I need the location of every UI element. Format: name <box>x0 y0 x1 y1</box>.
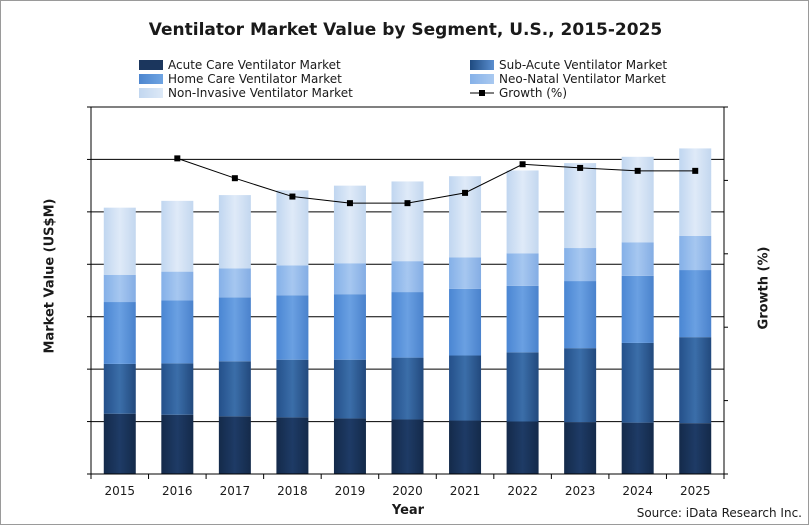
bar-segment-acute-care-ventilator-market-2025 <box>679 423 712 474</box>
axes <box>87 106 728 479</box>
bar-segment-acute-care-ventilator-market-2022 <box>506 421 539 474</box>
x-tick-label-2020: 2020 <box>392 484 423 498</box>
bar-segment-home-care-ventilator-market-2025 <box>679 270 712 338</box>
growth-line-path <box>177 157 696 204</box>
bar-segment-home-care-ventilator-market-2017 <box>218 297 251 362</box>
bar-segment-neo-natal-ventilator-market-2021 <box>449 257 482 289</box>
bar-segment-neo-natal-ventilator-market-2025 <box>679 235 712 271</box>
bar-segment-home-care-ventilator-market-2019 <box>333 294 366 360</box>
source-note: Source: iData Research Inc. <box>636 506 802 520</box>
bar-segment-non-invasive-ventilator-market-2021 <box>449 176 482 258</box>
legend-swatch-acute <box>139 60 163 70</box>
x-tick-label-2019: 2019 <box>335 484 366 498</box>
x-tick-label-2015: 2015 <box>104 484 135 498</box>
bar-segment-home-care-ventilator-market-2024 <box>621 275 654 343</box>
growth-line <box>174 155 699 207</box>
x-tick-label-2016: 2016 <box>162 484 193 498</box>
bar-segment-acute-care-ventilator-market-2024 <box>621 422 654 474</box>
legend-label-neo-natal: Neo-Natal Ventilator Market <box>499 72 666 86</box>
x-axis-label: Year <box>391 503 425 518</box>
legend-label-home-care: Home Care Ventilator Market <box>168 72 342 86</box>
legend-swatch-sub-acute <box>470 60 494 70</box>
x-tick-label-2021: 2021 <box>450 484 481 498</box>
bar-segment-sub-acute-ventilator-market-2021 <box>449 355 482 421</box>
bar-segment-sub-acute-ventilator-market-2022 <box>506 352 539 422</box>
bar-segment-home-care-ventilator-market-2015 <box>103 302 136 364</box>
x-tick-label-2023: 2023 <box>565 484 596 498</box>
bar-segment-neo-natal-ventilator-market-2022 <box>506 253 539 286</box>
bar-segment-acute-care-ventilator-market-2016 <box>161 414 194 474</box>
chart-title: Ventilator Market Value by Segment, U.S.… <box>148 20 663 40</box>
bar-segment-non-invasive-ventilator-market-2017 <box>218 195 251 269</box>
bar-segment-home-care-ventilator-market-2023 <box>564 281 597 349</box>
growth-marker-2023 <box>577 164 584 171</box>
legend-label-sub-acute: Sub-Acute Ventilator Market <box>499 58 668 72</box>
x-tick-label-2022: 2022 <box>507 484 538 498</box>
growth-marker-2022 <box>519 161 526 168</box>
x-tick-label-2025: 2025 <box>680 484 711 498</box>
bar-segment-acute-care-ventilator-market-2019 <box>333 418 366 474</box>
x-tick-label-2017: 2017 <box>220 484 251 498</box>
legend-label-non-invasive: Non-Invasive Ventilator Market <box>168 86 353 100</box>
bar-segment-non-invasive-ventilator-market-2022 <box>506 170 539 254</box>
bar-segment-non-invasive-ventilator-market-2018 <box>276 190 309 266</box>
bar-segment-neo-natal-ventilator-market-2016 <box>161 271 194 301</box>
bar-segment-neo-natal-ventilator-market-2023 <box>564 248 597 282</box>
bar-segment-sub-acute-ventilator-market-2024 <box>621 342 654 423</box>
bar-segment-home-care-ventilator-market-2021 <box>449 288 482 356</box>
bar-segment-sub-acute-ventilator-market-2015 <box>103 363 136 414</box>
bar-segment-neo-natal-ventilator-market-2015 <box>103 274 136 303</box>
bar-segment-non-invasive-ventilator-market-2016 <box>161 200 194 272</box>
growth-marker-2021 <box>462 189 469 196</box>
legend-swatch-growth <box>470 90 494 96</box>
growth-marker-2016 <box>174 155 181 162</box>
legend-label-acute: Acute Care Ventilator Market <box>168 58 341 72</box>
bar-segment-acute-care-ventilator-market-2023 <box>564 422 597 474</box>
legend-swatch-home-care <box>139 74 163 84</box>
x-tick-label-2024: 2024 <box>622 484 653 498</box>
bar-segment-home-care-ventilator-market-2020 <box>391 292 424 358</box>
bar-segment-neo-natal-ventilator-market-2017 <box>218 268 251 298</box>
bar-segment-neo-natal-ventilator-market-2024 <box>621 242 654 276</box>
bar-stacks <box>103 148 712 474</box>
bar-segment-non-invasive-ventilator-market-2015 <box>103 207 136 275</box>
bar-segment-non-invasive-ventilator-market-2025 <box>679 148 712 236</box>
growth-marker-2018 <box>289 193 296 200</box>
bar-segment-sub-acute-ventilator-market-2019 <box>333 359 366 419</box>
bar-segment-sub-acute-ventilator-market-2025 <box>679 337 712 424</box>
growth-marker-2017 <box>231 175 238 182</box>
bar-segment-acute-care-ventilator-market-2015 <box>103 413 136 474</box>
bar-segment-acute-care-ventilator-market-2018 <box>276 417 309 474</box>
bar-segment-home-care-ventilator-market-2018 <box>276 295 309 360</box>
bar-segment-sub-acute-ventilator-market-2016 <box>161 363 194 415</box>
bar-segment-neo-natal-ventilator-market-2019 <box>333 263 366 295</box>
bar-segment-home-care-ventilator-market-2016 <box>161 300 194 364</box>
bar-segment-sub-acute-ventilator-market-2020 <box>391 357 424 420</box>
bar-segment-acute-care-ventilator-market-2021 <box>449 420 482 474</box>
bar-segment-acute-care-ventilator-market-2020 <box>391 419 424 474</box>
bar-segment-non-invasive-ventilator-market-2020 <box>391 181 424 262</box>
legend-swatch-non-invasive <box>139 88 163 98</box>
growth-marker-2025 <box>692 167 699 174</box>
growth-marker-2024 <box>634 167 641 174</box>
bar-segment-non-invasive-ventilator-market-2023 <box>564 163 597 249</box>
bar-segment-neo-natal-ventilator-market-2018 <box>276 265 309 296</box>
bar-segment-home-care-ventilator-market-2022 <box>506 285 539 353</box>
bar-segment-sub-acute-ventilator-market-2023 <box>564 348 597 423</box>
growth-marker-2020 <box>404 200 411 207</box>
growth-marker-2019 <box>346 200 353 207</box>
bar-segment-sub-acute-ventilator-market-2018 <box>276 359 309 418</box>
bar-segment-neo-natal-ventilator-market-2020 <box>391 261 424 293</box>
bar-segment-sub-acute-ventilator-market-2017 <box>218 361 251 417</box>
bar-segment-non-invasive-ventilator-market-2019 <box>333 185 366 264</box>
bar-segment-acute-care-ventilator-market-2017 <box>218 416 251 474</box>
legend-label-growth: Growth (%) <box>499 86 568 100</box>
x-tick-labels: 2015 2016 2017 2018 2019 2020 2021 2022 2023 2024… <box>104 484 710 498</box>
legend-swatch-neo-natal <box>470 74 494 84</box>
x-tick-label-2018: 2018 <box>277 484 308 498</box>
